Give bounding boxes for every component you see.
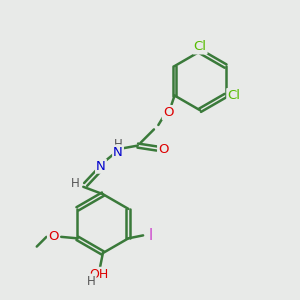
Text: O: O (158, 143, 169, 157)
Text: H: H (114, 139, 122, 152)
Text: I: I (148, 228, 153, 243)
Text: N: N (96, 160, 106, 173)
Text: N: N (113, 146, 123, 159)
Text: H: H (71, 177, 80, 190)
Text: O: O (48, 230, 58, 243)
Text: H: H (87, 274, 95, 287)
Text: Cl: Cl (227, 89, 240, 102)
Text: Cl: Cl (194, 40, 207, 53)
Text: O: O (163, 106, 173, 119)
Text: OH: OH (89, 268, 108, 281)
